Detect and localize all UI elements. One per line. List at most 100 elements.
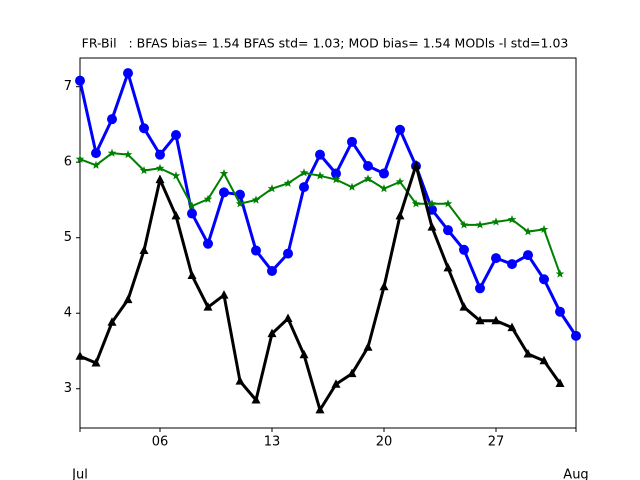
series-line [79,159,562,414]
point [267,265,277,276]
point [379,281,389,291]
point [523,349,533,358]
point [539,224,549,234]
point [203,302,213,311]
y-tick-label: 5 [64,230,72,245]
point [507,215,517,224]
point [91,148,101,159]
point [219,290,229,299]
point [475,283,485,294]
y-tick-label: 4 [64,306,72,321]
point [123,68,133,79]
point [507,259,517,270]
point [219,187,229,198]
x-tick-label: 06 [152,435,169,450]
chart-title: FR-Bil : BFAS bias= 1.54 BFAS std= 1.03;… [82,36,569,51]
point [475,315,485,325]
point [171,130,181,141]
point [235,199,245,208]
point [187,208,197,219]
point [203,194,213,203]
point [107,148,117,157]
point [331,175,341,184]
point [331,168,341,179]
point [283,248,293,259]
point [299,349,309,359]
point [555,378,565,387]
point [507,322,517,332]
point [91,358,101,367]
point [443,199,453,208]
point [363,174,373,183]
point [107,317,117,326]
point [315,149,325,160]
point [139,123,149,134]
point [411,160,421,169]
y-tick-label: 3 [64,381,72,396]
point [491,217,501,226]
point [395,210,405,220]
x-tick-label: 27 [488,435,505,450]
x-month-label: Aug [563,468,588,480]
point [75,75,85,86]
point [555,306,565,317]
point [539,274,549,285]
point [155,174,165,184]
y-tick-label: 7 [64,79,72,94]
point [155,149,165,160]
point [251,195,261,204]
point [299,168,309,177]
point [571,330,581,341]
point [475,220,485,229]
point [107,114,117,125]
point [171,171,181,180]
point [555,269,565,278]
point [459,244,469,255]
point [171,210,181,220]
point [427,199,437,208]
point [347,368,357,378]
plot-frame [79,57,577,429]
point [379,168,389,179]
point [539,355,549,365]
point [459,302,469,311]
point [91,160,101,169]
y-tick-label: 6 [64,155,72,170]
point [347,136,357,147]
point [491,253,501,264]
point [139,245,149,255]
point [187,201,197,210]
point [315,404,325,414]
point [219,169,229,178]
point [443,225,453,236]
point [139,166,149,175]
point [251,245,261,256]
point [155,163,165,172]
point [251,395,261,404]
point [363,342,373,351]
point [411,199,421,208]
point [203,238,213,249]
point [123,294,133,304]
point [459,220,469,229]
point [347,182,357,191]
point [523,250,533,261]
point [427,222,437,231]
point [523,227,533,236]
point [75,351,85,360]
point [187,270,197,279]
point [267,184,277,193]
point [379,184,389,193]
point [395,177,405,186]
point [75,154,85,163]
x-tick-label: 20 [376,435,393,450]
point [267,328,277,338]
point [331,379,341,388]
point [235,376,245,385]
x-tick-label: 13 [264,435,281,450]
point [283,313,293,323]
point [299,182,309,193]
point [395,124,405,135]
point [315,171,325,180]
